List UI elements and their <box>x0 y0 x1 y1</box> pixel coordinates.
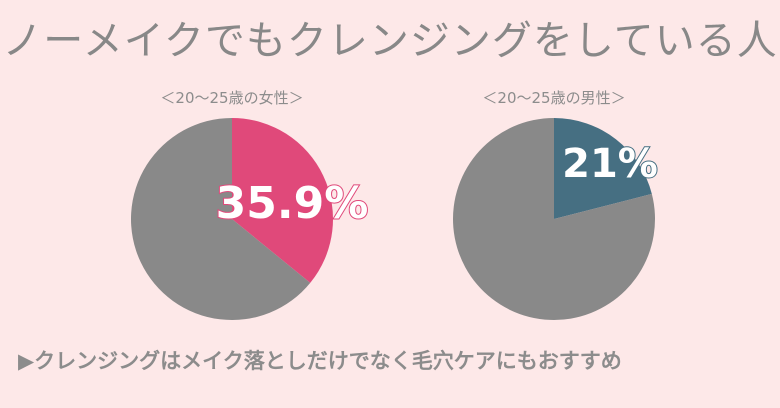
male-pie-slice-0 <box>554 118 652 219</box>
male-pie-slice-1 <box>453 118 655 320</box>
male-chart-title: ＜20〜25歳の男性＞ <box>482 89 626 107</box>
female-pie-slice-0 <box>232 118 333 283</box>
male-percentage-label: 21% <box>562 141 658 187</box>
page-title: ノーメイクでもクレンジングをしている人 <box>2 18 778 64</box>
male-pie-chart: 21% <box>453 118 659 320</box>
female-pie-slices <box>130 118 333 320</box>
male-pie-slices <box>453 118 655 320</box>
female-pie-slice-1 <box>130 118 311 320</box>
female-percentage-label: 35.9% <box>216 178 369 229</box>
male-chart: ＜20〜25歳の男性＞ 21% <box>434 88 674 324</box>
female-pie-chart: 35.9% <box>130 118 369 320</box>
female-chart-title: ＜20〜25歳の女性＞ <box>160 89 304 107</box>
female-chart: ＜20〜25歳の女性＞ 35.9% <box>112 88 369 324</box>
footer-note: ▶クレンジングはメイク落としだけでなく毛穴ケアにもおすすめ <box>18 349 622 373</box>
